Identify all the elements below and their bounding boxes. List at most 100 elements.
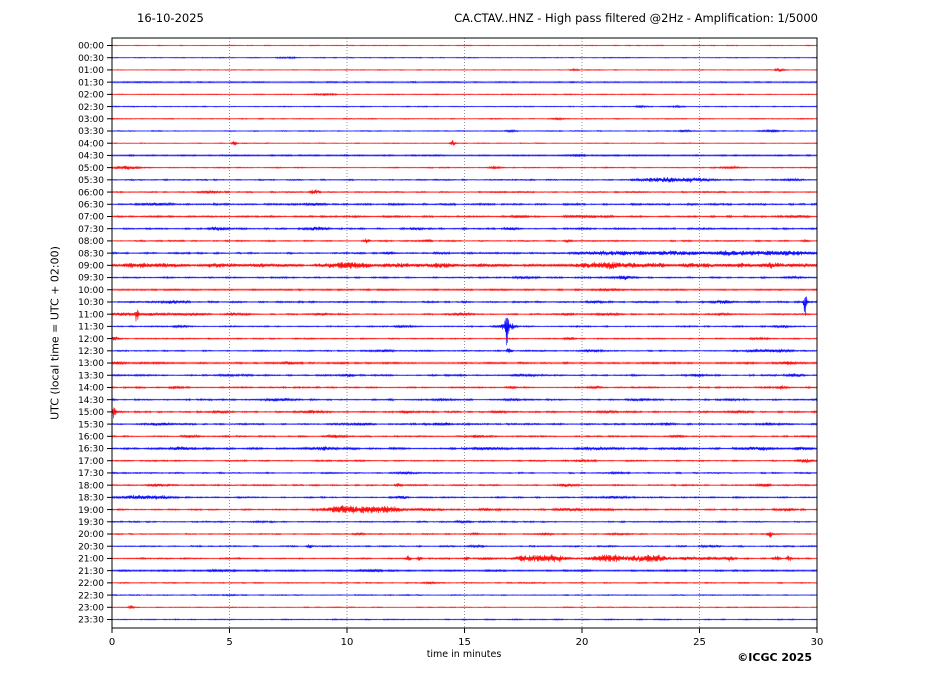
trace-row — [111, 494, 818, 500]
trace-row — [111, 250, 818, 257]
x-tick-label: 10 — [341, 637, 354, 648]
trace-row — [111, 44, 818, 47]
trace-row — [111, 104, 818, 109]
trace-row — [111, 531, 818, 538]
y-tick-label: 16:30 — [78, 445, 104, 455]
y-tick-label: 06:30 — [78, 200, 104, 210]
y-tick-label: 13:30 — [78, 371, 104, 381]
trace-row — [111, 421, 818, 427]
y-tick-label: 16:00 — [78, 433, 104, 443]
trace-row — [111, 543, 818, 549]
y-tick-label: 13:00 — [78, 359, 104, 369]
y-tick-label: 17:00 — [78, 457, 104, 467]
trace-row — [111, 214, 818, 219]
trace-row — [111, 165, 818, 170]
trace-row — [111, 177, 818, 183]
trace-row — [111, 433, 818, 439]
y-tick-label: 04:00 — [78, 139, 104, 149]
y-tick-label: 18:00 — [78, 481, 104, 491]
trace-row — [111, 407, 818, 419]
trace-row — [111, 226, 818, 232]
trace-row — [111, 67, 818, 72]
trace-row — [111, 287, 818, 293]
x-tick-label: 20 — [576, 637, 589, 648]
trace-row — [111, 482, 818, 488]
y-tick-label: 08:00 — [78, 237, 104, 247]
trace-row — [111, 201, 818, 207]
y-tick-label: 07:30 — [78, 225, 104, 235]
trace-row — [111, 238, 818, 244]
y-tick-label: 22:30 — [78, 591, 104, 601]
y-tick-label: 21:00 — [78, 555, 104, 565]
y-tick-label: 08:30 — [78, 249, 104, 259]
trace-row — [111, 554, 818, 563]
trace-row — [111, 128, 818, 134]
trace-row — [111, 140, 818, 146]
plot-date: 16-10-2025 — [137, 11, 204, 25]
y-tick-label: 04:30 — [78, 152, 104, 162]
trace-row — [111, 519, 818, 524]
y-tick-label: 01:00 — [78, 66, 104, 76]
trace-row — [111, 92, 818, 97]
y-tick-label: 12:00 — [78, 335, 104, 345]
y-tick-label: 07:00 — [78, 213, 104, 223]
y-tick-label: 00:30 — [78, 54, 104, 64]
y-tick-label: 09:00 — [78, 262, 104, 272]
y-tick-label: 00:00 — [78, 42, 104, 52]
y-tick-label: 23:30 — [78, 616, 104, 626]
trace-row — [111, 55, 818, 60]
trace-row — [111, 581, 818, 585]
trace-row — [111, 505, 818, 514]
y-tick-label: 10:00 — [78, 286, 104, 296]
trace-row — [111, 568, 818, 573]
trace-row — [111, 397, 818, 403]
trace-row — [111, 317, 818, 346]
trace-row — [111, 373, 818, 378]
y-tick-label: 05:30 — [78, 176, 104, 186]
y-tick-label: 06:00 — [78, 188, 104, 198]
y-tick-label: 11:30 — [78, 323, 104, 333]
y-tick-label: 11:00 — [78, 310, 104, 320]
y-tick-label: 14:30 — [78, 396, 104, 406]
trace-row — [111, 446, 818, 452]
trace-row — [111, 189, 818, 195]
x-axis-label: time in minutes — [426, 649, 502, 660]
y-tick-label: 12:30 — [78, 347, 104, 357]
x-tick-label: 5 — [226, 637, 232, 648]
x-tick-label: 25 — [693, 637, 706, 648]
copyright-text: ©ICGC 2025 — [737, 651, 812, 664]
trace-row — [111, 470, 818, 476]
y-tick-label: 03:00 — [78, 115, 104, 125]
y-tick-label: 10:30 — [78, 298, 104, 308]
x-tick-label: 0 — [109, 637, 115, 648]
y-tick-label: 02:00 — [78, 91, 104, 101]
trace-row — [111, 275, 818, 281]
trace-row — [111, 458, 818, 464]
trace-row — [111, 336, 818, 341]
y-tick-label: 02:30 — [78, 103, 104, 113]
y-tick-label: 20:30 — [78, 542, 104, 552]
trace-row — [111, 261, 818, 270]
y-tick-label: 22:00 — [78, 579, 104, 589]
trace-row — [111, 618, 818, 621]
trace-row — [111, 360, 818, 366]
trace-row — [111, 117, 818, 121]
trace-row — [111, 309, 818, 322]
trace-row — [111, 593, 818, 597]
y-tick-label: 15:00 — [78, 408, 104, 418]
trace-row — [111, 153, 818, 158]
y-tick-label: 05:00 — [78, 164, 104, 174]
y-tick-label: 14:00 — [78, 384, 104, 394]
y-tick-label: 19:30 — [78, 518, 104, 528]
trace-row — [111, 80, 818, 84]
y-tick-label: 18:30 — [78, 494, 104, 504]
y-tick-label: 20:00 — [78, 530, 104, 540]
y-tick-label: 01:30 — [78, 78, 104, 88]
x-tick-label: 15 — [458, 637, 471, 648]
y-tick-label: 19:00 — [78, 506, 104, 516]
y-tick-label: 21:30 — [78, 567, 104, 577]
y-tick-label: 17:30 — [78, 469, 104, 479]
y-tick-label: 23:00 — [78, 603, 104, 613]
